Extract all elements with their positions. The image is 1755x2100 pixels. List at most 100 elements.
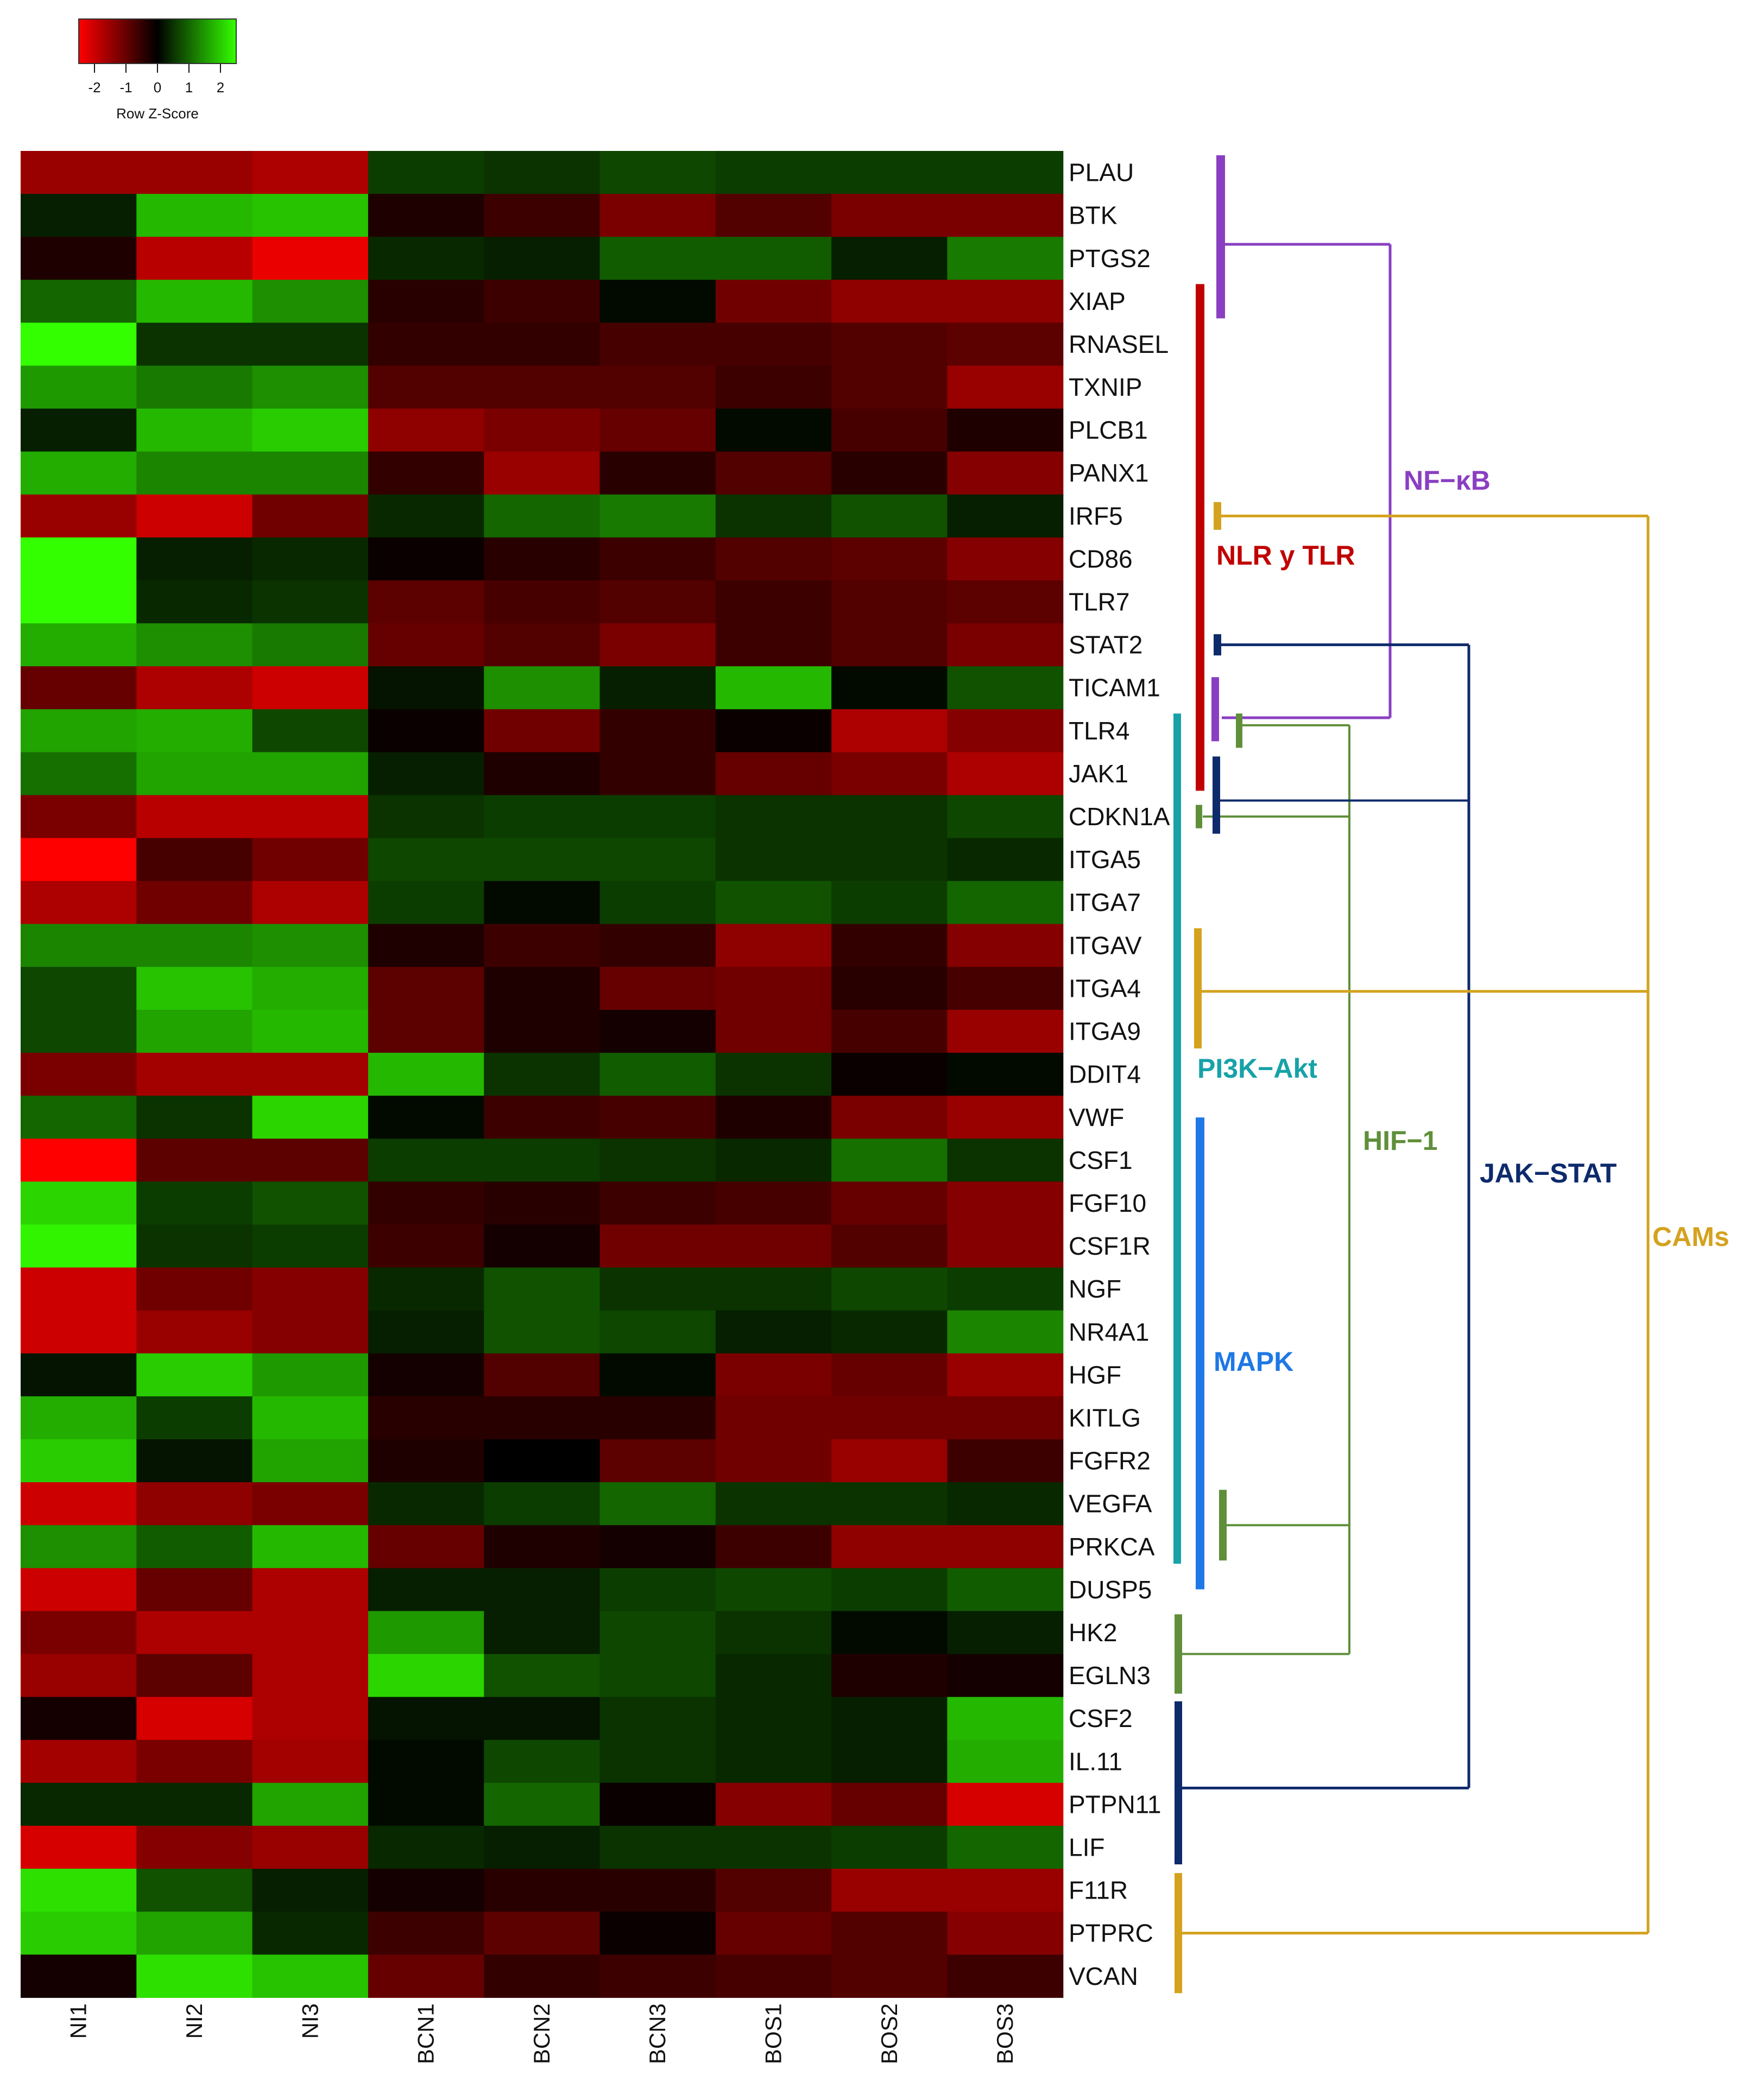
row-label-vwf: VWF [1069,1103,1124,1131]
cell-itga7-ni3 [252,881,369,925]
cell-btk-bos3 [947,194,1064,237]
cell-itga4-ni1 [21,966,137,1010]
cell-il-11-bcn3 [599,1740,716,1783]
row-label-btk: BTK [1069,201,1118,230]
cell-csf2-ni3 [252,1697,369,1741]
cell-cdkn1a-bcn2 [484,795,601,839]
cell-prkca-bos3 [947,1525,1064,1568]
cell-dusp5-ni1 [21,1568,137,1611]
cell-csf1r-bcn3 [599,1224,716,1268]
cell-ptgs2-ni1 [21,237,137,280]
cell-hgf-bos3 [947,1353,1064,1397]
cell-prkca-bcn3 [599,1525,716,1568]
cell-jak1-bcn1 [368,752,484,796]
cell-rnasel-ni3 [252,322,369,366]
cell-kitlg-ni2 [136,1396,253,1440]
cell-nr4a1-bcn2 [484,1310,601,1354]
cell-fgf10-bos2 [831,1181,948,1225]
cell-itga7-ni1 [21,881,137,925]
cell-ptgs2-bos2 [831,237,948,280]
cell-txnip-bcn3 [599,365,716,409]
cell-dusp5-bcn2 [484,1568,601,1611]
cell-ptgs2-bcn1 [368,237,484,280]
row-label-hgf: HGF [1069,1361,1121,1389]
cell-tlr4-ni3 [252,709,369,752]
row-label-egln3: EGLN3 [1069,1661,1151,1690]
cell-tlr4-bos3 [947,709,1064,752]
heatmap-cells [21,151,1064,1998]
cell-vcan-bcn3 [599,1954,716,1998]
cell-ngf-bos2 [831,1267,948,1311]
cell-itga9-ni1 [21,1010,137,1053]
cell-panx1-bcn2 [484,451,601,495]
cell-itga7-ni2 [136,881,253,925]
cell-plcb1-bos2 [831,408,948,452]
cell-dusp5-bcn1 [368,1568,484,1611]
cell-hk2-ni3 [252,1611,369,1655]
col-label-bos2: BOS2 [876,2003,902,2064]
cell-stat2-bos2 [831,623,948,667]
cell-itga5-ni1 [21,838,137,882]
cell-itga5-ni2 [136,838,253,882]
cell-itga9-bos1 [715,1010,832,1053]
cell-plau-bcn2 [484,151,601,194]
cell-ddit4-bos1 [715,1053,832,1096]
cell-vwf-bos3 [947,1096,1064,1139]
cell-ticam1-bcn3 [599,666,716,710]
col-label-bcn3: BCN3 [645,2003,670,2064]
cell-il-11-ni2 [136,1740,253,1783]
cell-itgav-ni3 [252,924,369,967]
cell-stat2-ni1 [21,623,137,667]
row-labels: PLAU BTK PTGS2 XIAP RNASEL TXNIP PLCB1 PANX1 IRF… [1069,159,1170,1990]
cell-csf1r-ni1 [21,1224,137,1268]
cell-lif-bcn1 [368,1825,484,1869]
cell-vwf-bcn2 [484,1096,601,1139]
cell-panx1-bos3 [947,451,1064,495]
pathway-annotations: NF−κB NLR y TLR PI3K−Akt MAPK HIF−1 JAK−… [1173,155,1729,1994]
cell-ngf-bcn3 [599,1267,716,1311]
cell-egln3-bos1 [715,1654,832,1698]
row-label-stat2: STAT2 [1069,631,1142,659]
cell-cd86-ni3 [252,537,369,581]
cell-vcan-bcn1 [368,1954,484,1998]
cell-ptpn11-ni1 [21,1782,137,1826]
cell-hgf-bos2 [831,1353,948,1397]
cell-fgfr2-bos3 [947,1439,1064,1483]
cell-kitlg-bcn1 [368,1396,484,1440]
cell-csf1r-bcn2 [484,1224,601,1268]
col-label-bos1: BOS1 [761,2003,786,2064]
cell-cd86-ni2 [136,537,253,581]
cell-itga7-bos2 [831,881,948,925]
cell-ptprc-bos3 [947,1912,1064,1955]
column-labels: NI1 NI2 NI3 BCN1 BCN2 BCN3 BOS1 BOS2 BOS3 [66,2003,1018,2064]
col-label-bcn2: BCN2 [529,2003,554,2064]
cell-nr4a1-ni1 [21,1310,137,1354]
cell-fgfr2-ni1 [21,1439,137,1483]
cell-btk-bos1 [715,194,832,237]
cell-itga5-bos2 [831,838,948,882]
cell-cdkn1a-bos3 [947,795,1064,839]
cell-xiap-bcn3 [599,280,716,323]
cell-vcan-ni2 [136,1954,253,1998]
color-key-ticks: -2 -1 0 1 2 [88,64,224,96]
cell-ptgs2-ni3 [252,237,369,280]
cell-btk-bcn1 [368,194,484,237]
cell-ddit4-ni1 [21,1053,137,1096]
color-key-tick-label: -2 [88,79,100,96]
cell-itga5-bcn2 [484,838,601,882]
cell-ticam1-ni1 [21,666,137,710]
cell-tlr4-bos2 [831,709,948,752]
pathway-label-hif1: HIF−1 [1363,1125,1438,1156]
cell-egln3-ni3 [252,1654,369,1698]
cell-prkca-ni1 [21,1525,137,1568]
cell-ptpn11-bcn1 [368,1782,484,1826]
cell-nr4a1-ni3 [252,1310,369,1354]
cell-cd86-bos1 [715,537,832,581]
cell-vegfa-ni3 [252,1482,369,1526]
cell-ptgs2-bos1 [715,237,832,280]
cell-itga9-bos3 [947,1010,1064,1053]
cell-ptgs2-ni2 [136,237,253,280]
cell-itgav-bos1 [715,924,832,967]
cell-hk2-ni1 [21,1611,137,1655]
pathway-label-cams: CAMs [1652,1222,1729,1252]
